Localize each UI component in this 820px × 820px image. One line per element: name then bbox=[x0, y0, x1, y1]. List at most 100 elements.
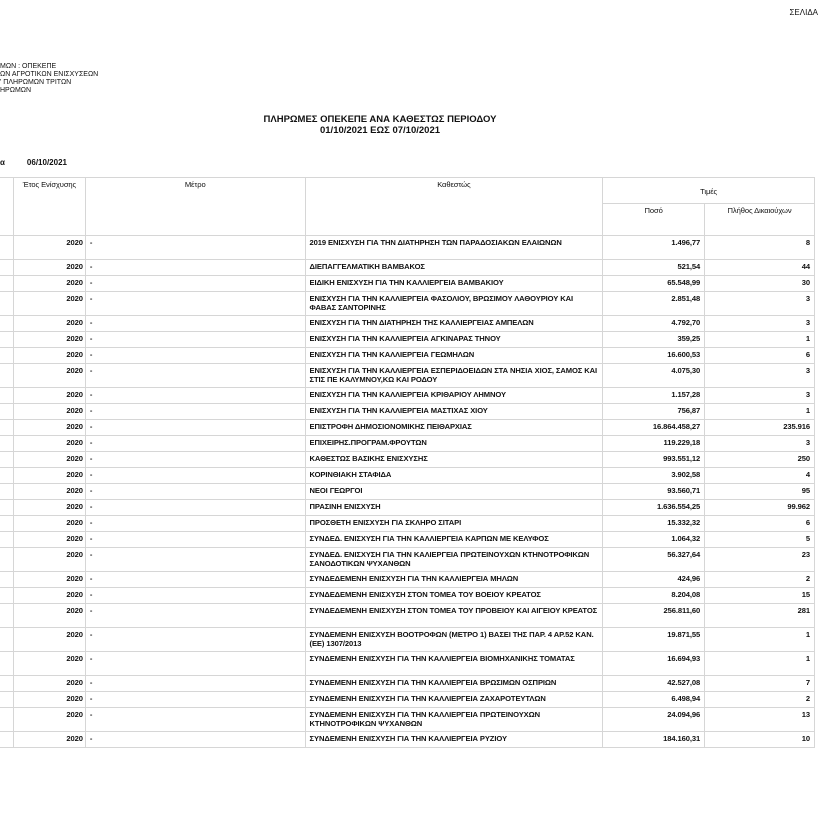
header-values: Τιμές bbox=[602, 177, 815, 204]
org-line: ΗΡΩΜΩΝ bbox=[0, 87, 32, 94]
cell-measure: - bbox=[84, 347, 306, 364]
table-row: 2020- ΕΝΙΣΧΥΣΗ ΓΙΑ ΤΗΝ ΚΑΛΛΙΕΡΓΕΙΑ ΦΑΣΟΛΙ… bbox=[0, 291, 815, 316]
cell-amount: 56.327,64 bbox=[602, 547, 706, 572]
cell-year: 2020 bbox=[12, 603, 86, 628]
cell-amount: 359,25 bbox=[602, 331, 706, 348]
table-row: 2020- ΕΝΙΣΧΥΣΗ ΓΙΑ ΤΗΝ ΚΑΛΛΙΕΡΓΕΙΑ ΜΑΣΤΙΧ… bbox=[0, 403, 815, 420]
cell-year: 2020 bbox=[12, 387, 86, 404]
cell-year: 2020 bbox=[12, 571, 86, 588]
table-row: 2020- ΕΝΙΣΧΥΣΗ ΓΙΑ ΤΗΝ ΚΑΛΛΙΕΡΓΕΙΑ ΚΡΙΘΑΡ… bbox=[0, 387, 815, 404]
cell-count: 1 bbox=[704, 627, 815, 652]
cell-count: 281 bbox=[704, 603, 815, 628]
cell-count: 3 bbox=[704, 291, 815, 316]
cell-year: 2020 bbox=[12, 331, 86, 348]
table-row: 2020- ΕΝΙΣΧΥΣΗ ΓΙΑ ΤΗΝ ΔΙΑΤΗΡΗΣΗ ΤΗΣ ΚΑΛΛ… bbox=[0, 315, 815, 332]
table-row: 2020- ΝΕΟΙ ΓΕΩΡΓΟΙ 93.560,71 95 bbox=[0, 483, 815, 500]
cell-scheme: ΣΥΝΔΕΜΕΝΗ ΕΝΙΣΧΥΣΗ ΒΟΟΤΡΟΦΩΝ (ΜΕΤΡΟ 1) Β… bbox=[304, 627, 604, 652]
cell-scheme: ΣΥΝΔΕΔ. ΕΝΙΣΧΥΣΗ ΓΙΑ ΤΗΝ ΚΑΛΙΕΡΓΕΙΑ ΠΡΩΤ… bbox=[304, 547, 604, 572]
cell-amount: 24.094,96 bbox=[602, 707, 706, 732]
cell-count: 23 bbox=[704, 547, 815, 572]
cell-count: 13 bbox=[704, 707, 815, 732]
cell-amount: 4.075,30 bbox=[602, 363, 706, 388]
cell-scheme: ΕΝΙΣΧΥΣΗ ΓΙΑ ΤΗΝ ΚΑΛΛΙΕΡΓΕΙΑ ΑΓΚΙΝΑΡΑΣ Τ… bbox=[304, 331, 604, 348]
cell-year: 2020 bbox=[12, 419, 86, 436]
cell-measure: - bbox=[84, 235, 306, 260]
table-row: 2020- ΕΙΔΙΚΗ ΕΝΙΣΧΥΣΗ ΓΙΑ ΤΗΝ ΚΑΛΛΙΕΡΓΕΙΑ… bbox=[0, 275, 815, 292]
cell-measure: - bbox=[84, 291, 306, 316]
table-row: 2020- ΚΟΡΙΝΘΙΑΚΗ ΣΤΑΦΙΔΑ 3.902,58 4 bbox=[0, 467, 815, 484]
cell-count: 30 bbox=[704, 275, 815, 292]
table-row: 2020- ΔΙΕΠΑΓΓΕΛΜΑΤΙΚΗ ΒΑΜΒΑΚΟΣ 521,54 44 bbox=[0, 259, 815, 276]
cell-scheme: ΣΥΝΔΕΔΕΜΕΝΗ ΕΝΙΣΧΥΣΗ ΣΤΟΝ ΤΟΜΕΑ ΤΟΥ ΠΡΟΒ… bbox=[304, 603, 604, 628]
cell-year: 2020 bbox=[12, 691, 86, 708]
cell-measure: - bbox=[84, 707, 306, 732]
cell-measure: - bbox=[84, 259, 306, 276]
cell-year: 2020 bbox=[12, 731, 86, 748]
cell-amount: 16.600,53 bbox=[602, 347, 706, 364]
header-amount: Ποσό bbox=[602, 203, 706, 236]
cell-amount: 3.902,58 bbox=[602, 467, 706, 484]
table-row: 2020- ΣΥΝΔΕΜΕΝΗ ΕΝΙΣΧΥΣΗ ΓΙΑ ΤΗΝ ΚΑΛΛΙΕΡΓ… bbox=[0, 707, 815, 732]
cell-count: 7 bbox=[704, 675, 815, 692]
cell-year: 2020 bbox=[12, 531, 86, 548]
table-row: 2020- ΣΥΝΔΕΜΕΝΗ ΕΝΙΣΧΥΣΗ ΒΟΟΤΡΟΦΩΝ (ΜΕΤΡΟ… bbox=[0, 627, 815, 652]
cell-amount: 756,87 bbox=[602, 403, 706, 420]
cell-blank bbox=[0, 347, 14, 364]
cell-amount: 993.551,12 bbox=[602, 451, 706, 468]
cell-year: 2020 bbox=[12, 451, 86, 468]
cell-measure: - bbox=[84, 627, 306, 652]
table-row: 2020- ΚΑΘΕΣΤΩΣ ΒΑΣΙΚΗΣ ΕΝΙΣΧΥΣΗΣ 993.551,1… bbox=[0, 451, 815, 468]
cell-measure: - bbox=[84, 515, 306, 532]
cell-count: 3 bbox=[704, 363, 815, 388]
cell-scheme: ΣΥΝΔΕΔΕΜΕΝΗ ΕΝΙΣΧΥΣΗ ΣΤΟΝ ΤΟΜΕΑ ΤΟΥ ΒΟΕΙ… bbox=[304, 587, 604, 604]
cell-count: 3 bbox=[704, 435, 815, 452]
cell-amount: 521,54 bbox=[602, 259, 706, 276]
cell-measure: - bbox=[84, 387, 306, 404]
cell-blank bbox=[0, 235, 14, 260]
cell-amount: 2.851,48 bbox=[602, 291, 706, 316]
cell-blank bbox=[0, 651, 14, 676]
cell-amount: 65.548,99 bbox=[602, 275, 706, 292]
table-row: 2020- ΣΥΝΔΕΔΕΜΕΝΗ ΕΝΙΣΧΥΣΗ ΣΤΟΝ ΤΟΜΕΑ ΤΟΥ… bbox=[0, 603, 815, 628]
cell-amount: 15.332,32 bbox=[602, 515, 706, 532]
cell-count: 235.916 bbox=[704, 419, 815, 436]
cell-year: 2020 bbox=[12, 347, 86, 364]
cell-scheme: ΝΕΟΙ ΓΕΩΡΓΟΙ bbox=[304, 483, 604, 500]
cell-count: 250 bbox=[704, 451, 815, 468]
date-label: α bbox=[0, 158, 5, 167]
cell-count: 6 bbox=[704, 515, 815, 532]
cell-count: 95 bbox=[704, 483, 815, 500]
cell-blank bbox=[0, 515, 14, 532]
cell-amount: 16.864.458,27 bbox=[602, 419, 706, 436]
cell-scheme: ΕΝΙΣΧΥΣΗ ΓΙΑ ΤΗΝ ΚΑΛΛΙΕΡΓΕΙΑ ΕΣΠΕΡΙΔΟΕΙΔ… bbox=[304, 363, 604, 388]
cell-count: 5 bbox=[704, 531, 815, 548]
cell-count: 1 bbox=[704, 403, 815, 420]
table-row: 2020- ΣΥΝΔΕΔ. ΕΝΙΣΧΥΣΗ ΓΙΑ ΤΗΝ ΚΑΛΛΙΕΡΓΕΙ… bbox=[0, 531, 815, 548]
report-title: ΠΛΗΡΩΜΕΣ ΟΠΕΚΕΠΕ ΑΝΑ ΚΑΘΕΣΤΩΣ ΠΕΡΙΟΔΟΥ 0… bbox=[0, 114, 760, 136]
cell-blank bbox=[0, 627, 14, 652]
cell-blank bbox=[0, 315, 14, 332]
table-row: 2020- ΣΥΝΔΕΔΕΜΕΝΗ ΕΝΙΣΧΥΣΗ ΣΤΟΝ ΤΟΜΕΑ ΤΟΥ… bbox=[0, 587, 815, 604]
page-label: ΣΕΛΙΔΑ bbox=[789, 8, 818, 17]
cell-count: 6 bbox=[704, 347, 815, 364]
cell-blank bbox=[0, 387, 14, 404]
cell-measure: - bbox=[84, 731, 306, 748]
cell-year: 2020 bbox=[12, 515, 86, 532]
cell-count: 4 bbox=[704, 467, 815, 484]
cell-amount: 93.560,71 bbox=[602, 483, 706, 500]
cell-amount: 1.496,77 bbox=[602, 235, 706, 260]
cell-blank bbox=[0, 675, 14, 692]
cell-year: 2020 bbox=[12, 467, 86, 484]
cell-count: 3 bbox=[704, 387, 815, 404]
cell-count: 8 bbox=[704, 235, 815, 260]
cell-measure: - bbox=[84, 363, 306, 388]
cell-year: 2020 bbox=[12, 499, 86, 516]
cell-blank bbox=[0, 435, 14, 452]
cell-count: 1 bbox=[704, 651, 815, 676]
cell-year: 2020 bbox=[12, 315, 86, 332]
cell-year: 2020 bbox=[12, 435, 86, 452]
cell-measure: - bbox=[84, 467, 306, 484]
cell-blank bbox=[0, 291, 14, 316]
cell-scheme: ΠΡΟΣΘΕΤΗ ΕΝΙΣΧΥΣΗ ΓΙΑ ΣΚΛΗΡΟ ΣΙΤΑΡΙ bbox=[304, 515, 604, 532]
cell-measure: - bbox=[84, 587, 306, 604]
